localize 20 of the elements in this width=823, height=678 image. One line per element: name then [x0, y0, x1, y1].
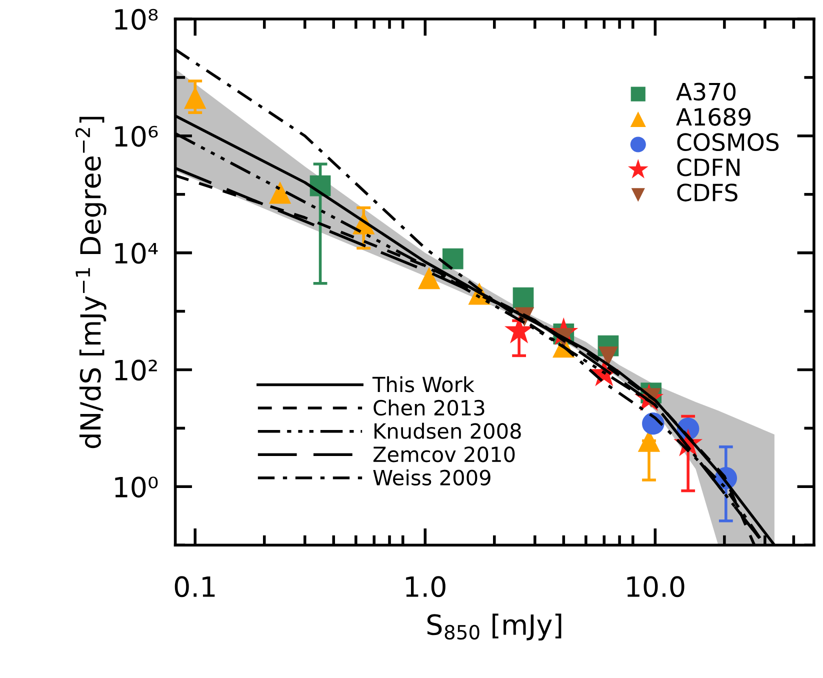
legend-label: Chen 2013 — [374, 400, 484, 416]
legend-label: This Work — [372, 376, 474, 392]
x-tick-label: 10.0 — [627, 576, 684, 598]
legend-label: Zemcov 2010 — [373, 446, 515, 462]
legend-label: Knudsen 2008 — [374, 422, 521, 439]
y-axis-title: dN/dS [mJy$^{−1}$ Degree$^{−2}$] — [75, 116, 106, 448]
x-axis-title: S$_{850}$ [mJy] — [427, 614, 562, 641]
y-tick-label: 10⁸ — [115, 8, 158, 30]
y-tick-label: 10² — [115, 360, 157, 381]
x-tick-label: 1.0 — [406, 576, 446, 598]
legend-label: A1689 — [676, 108, 750, 126]
legend-label: COSMOS — [677, 133, 779, 152]
y-tick-label: 10⁰ — [115, 476, 158, 498]
legend-label: A370 — [676, 82, 736, 101]
legend-label: Weiss 2009 — [373, 469, 490, 486]
legend-label: CDFS — [677, 184, 738, 202]
y-tick-label: 10⁶ — [115, 126, 158, 147]
y-tick-label: 10⁴ — [115, 242, 158, 264]
x-tick-label: 0.1 — [174, 576, 215, 598]
legend-label: CDFN — [677, 158, 740, 176]
